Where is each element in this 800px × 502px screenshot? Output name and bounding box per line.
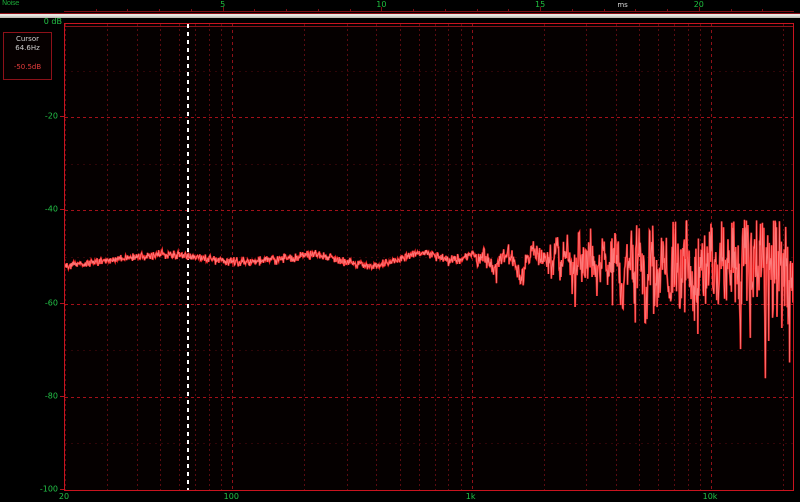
gridline-vertical	[347, 24, 348, 490]
gridline-horizontal	[65, 210, 793, 211]
y-axis-tick-mark	[60, 116, 64, 118]
cursor-readout-frequency: 64.6Hz	[15, 44, 40, 52]
time-ruler-tick-mark	[730, 9, 732, 11]
spectrum-plot[interactable]	[64, 23, 794, 491]
gridline-vertical	[658, 24, 659, 490]
gridline-horizontal-minor	[65, 443, 793, 444]
y-axis-tick--100: -100	[39, 484, 58, 494]
x-axis-tick-20: 20	[58, 492, 70, 501]
time-ruler-tick-mark	[762, 9, 764, 11]
time-ruler-tick-15: 15	[534, 0, 546, 9]
time-ruler-tick-mark	[159, 9, 161, 11]
gridline-vertical	[376, 24, 377, 490]
time-ruler-tick-mark	[603, 9, 605, 11]
y-axis-tick-mark	[60, 302, 64, 304]
gridline-horizontal	[65, 490, 793, 491]
x-axis-tick-100: 100	[223, 492, 239, 501]
time-ruler-tick-mark	[413, 9, 415, 11]
time-ruler-tick-mark	[635, 9, 637, 11]
time-ruler-tick-5: 5	[220, 0, 226, 9]
time-ruler-tick-mark	[476, 9, 478, 11]
gridline-vertical	[160, 24, 161, 490]
plot-area: 0 dB -20 -40 -60 -80 -100 20 100 1k 10k Cursor …	[0, 17, 800, 501]
gridline-horizontal	[65, 117, 793, 118]
gridline-vertical	[107, 24, 108, 490]
y-axis-zero-label: 0 dB	[43, 17, 62, 26]
time-ruler-tick-mark	[508, 9, 510, 11]
gridline-vertical	[461, 24, 462, 490]
time-ruler-tick-mark	[540, 7, 542, 11]
cursor-readout-level: -50.5dB	[13, 63, 42, 71]
time-ruler-tick-mark	[286, 9, 288, 11]
gridline-horizontal-minor	[65, 164, 793, 165]
panel-divider	[0, 13, 800, 18]
time-ruler-tick-mark	[254, 9, 256, 11]
time-ruler-tick-mark	[667, 9, 669, 11]
time-ruler-tick-mark	[222, 7, 224, 11]
gridline-horizontal	[65, 304, 793, 305]
time-ruler-baseline	[64, 11, 794, 12]
time-ruler-tick-20: 20	[693, 0, 704, 9]
y-axis-tick--80: -80	[44, 391, 58, 401]
time-ruler-tick-10: 10	[376, 0, 387, 9]
gridline-vertical	[448, 24, 449, 490]
time-ruler-tick-mark	[127, 9, 129, 11]
gridline-vertical	[232, 24, 233, 490]
gridline-horizontal-minor	[65, 71, 793, 72]
divider-accent	[0, 13, 800, 14]
cursor-readout-box: Cursor 64.6Hz -50.5dB	[3, 32, 52, 80]
noise-spectrum-trace	[65, 219, 793, 379]
gridline-horizontal-minor	[65, 350, 793, 351]
time-ruler-unit-label: ms	[617, 1, 628, 9]
time-ruler-tick-mark	[349, 9, 351, 11]
time-ruler-tick-mark	[571, 9, 573, 11]
cursor-readout-title: Cursor	[15, 35, 39, 43]
time-ruler-tick-mark	[381, 7, 383, 11]
gridline-vertical	[472, 24, 473, 490]
trace-highlight	[65, 219, 793, 379]
time-ruler-tick-mark	[698, 7, 700, 11]
gridline-vertical	[65, 24, 66, 490]
y-axis-tick--60: -60	[44, 298, 58, 308]
time-ruler-tick-mark	[444, 9, 446, 11]
y-axis-tick--40: -40	[44, 204, 58, 214]
time-ruler-tick-mark	[317, 9, 319, 11]
gridline-vertical	[221, 24, 222, 490]
time-ruler[interactable]: Noise 5 10 15 20 ms	[0, 0, 800, 13]
gridline-horizontal	[65, 397, 793, 398]
time-ruler-tick-mark	[190, 9, 192, 11]
y-axis-tick-mark	[60, 489, 64, 490]
gridline-vertical	[419, 24, 420, 490]
time-ruler-tick-mark	[95, 9, 97, 11]
x-axis-tick-10k: 10k	[702, 492, 718, 501]
window-title: Noise	[2, 0, 19, 7]
x-axis-tick-1k: 1k	[465, 492, 476, 501]
y-axis-tick-mark	[60, 209, 64, 211]
plot-top-accent	[65, 26, 793, 27]
y-axis-tick-mark	[60, 395, 64, 397]
y-axis-tick--20: -20	[44, 111, 58, 121]
